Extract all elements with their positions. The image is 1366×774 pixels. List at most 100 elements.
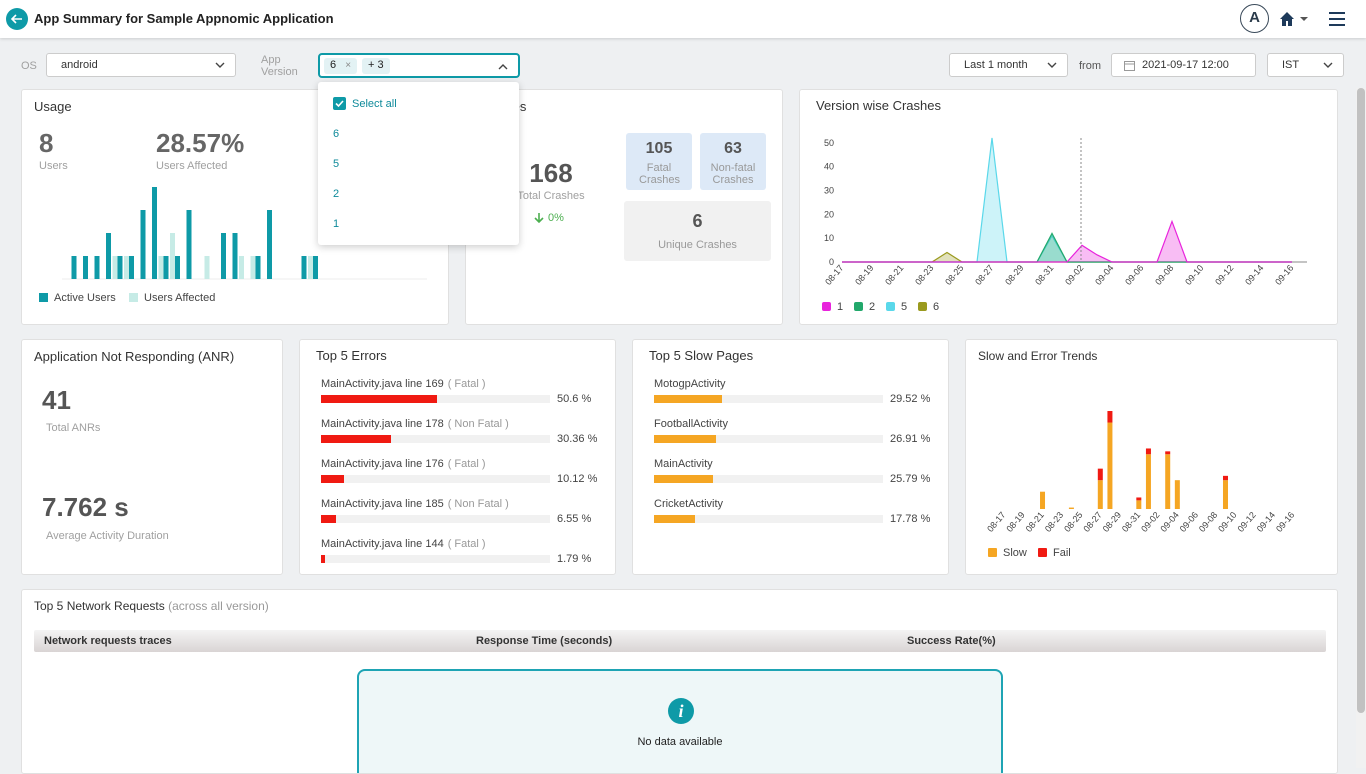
value-label: 10.12 %: [557, 473, 598, 485]
os-value: android: [61, 59, 98, 71]
item-name: CricketActivity: [654, 498, 724, 510]
network-card: Top 5 Network Requests (across all versi…: [21, 589, 1338, 774]
item-name: MotogpActivity: [654, 378, 726, 390]
bar: [267, 210, 272, 279]
bar: [140, 210, 146, 279]
home-menu[interactable]: [1278, 10, 1312, 28]
legend-swatch: [854, 302, 863, 311]
users-count: 8: [39, 128, 54, 158]
timezone-select[interactable]: IST: [1267, 53, 1344, 77]
timezone-value: IST: [1282, 59, 1300, 71]
bar: [313, 256, 318, 279]
item-name: MainActivity.java line 176: [321, 458, 444, 470]
x-tick-label: 09-12: [1235, 510, 1257, 534]
column-header: Success Rate(%): [907, 635, 996, 647]
x-tick-label: 08-31: [1120, 510, 1142, 534]
legend-label: 6: [933, 301, 939, 313]
bar-segment: [1222, 480, 1228, 509]
item-tag: ( Fatal ): [447, 538, 486, 550]
value-label: 26.91 %: [890, 433, 931, 445]
bar: [239, 256, 244, 279]
item-tag: ( Fatal ): [447, 378, 486, 390]
y-tick-label: 40: [824, 162, 834, 172]
bar: [255, 256, 261, 279]
fatal-count: 105: [645, 140, 673, 157]
scrollbar-thumb[interactable]: [1357, 88, 1365, 713]
bar: [163, 256, 169, 279]
legend-label: Fail: [1053, 547, 1071, 559]
os-select[interactable]: android: [46, 53, 236, 77]
item-tag: ( Fatal ): [447, 458, 486, 470]
bar-segment: [1040, 491, 1046, 509]
checkbox[interactable]: [333, 97, 346, 110]
legend-swatch: [822, 302, 831, 311]
table-header: Network requests traces Response Time (s…: [34, 630, 1326, 652]
area-line: [842, 232, 1292, 263]
bar: [654, 515, 695, 523]
title-sub: (across all version): [168, 599, 269, 613]
range-select[interactable]: Last 1 month: [949, 53, 1068, 77]
bar: [94, 256, 100, 279]
version-label: App Version: [261, 54, 298, 78]
bar-segment: [1107, 422, 1113, 509]
empty-box: i No data available: [357, 669, 1003, 773]
x-tick-label: 08-17: [985, 510, 1007, 534]
chip-remove[interactable]: ×: [345, 60, 352, 71]
version-chip[interactable]: 6 ×: [324, 58, 358, 74]
calendar-icon: [1124, 61, 1135, 71]
select-all[interactable]: Select all: [352, 98, 397, 110]
item-label: MainActivity: [654, 458, 713, 470]
y-tick-label: 30: [824, 185, 834, 195]
version-option[interactable]: 1: [333, 218, 340, 230]
page-title: App Summary for Sample Appnomic Applicat…: [34, 11, 334, 26]
avatar[interactable]: A: [1240, 4, 1269, 33]
x-tick-label: 09-04: [1093, 263, 1115, 287]
scrollbar-track: [1356, 88, 1366, 768]
bar: [654, 395, 722, 403]
bar: [250, 256, 256, 279]
area-fill: [842, 233, 1292, 262]
hamburger-menu[interactable]: [1328, 11, 1346, 27]
bar-segment: [1097, 468, 1103, 481]
date-input[interactable]: 2021-09-17 12:00: [1111, 53, 1256, 77]
item-label: MainActivity.java line 169( Fatal ): [321, 378, 486, 390]
column-header: Network requests traces: [44, 635, 172, 647]
x-tick-label: 09-10: [1183, 263, 1205, 287]
version-option[interactable]: 5: [333, 158, 340, 170]
x-tick-label: 09-08: [1197, 510, 1219, 534]
x-tick-label: 08-23: [1043, 510, 1065, 534]
chevron: [215, 62, 225, 68]
value-label: 6.55 %: [557, 513, 592, 525]
affected-percent: 28.57%: [156, 128, 245, 158]
back-button[interactable]: [5, 7, 29, 31]
usage-chart: Active Users Users Affected: [39, 187, 427, 304]
bar-segment: [1165, 451, 1171, 455]
bar: [186, 210, 192, 279]
bar: [321, 555, 326, 563]
item-label: MainActivity.java line 178( Non Fatal ): [321, 418, 509, 430]
bar-track: [321, 515, 550, 523]
legend-label: 1: [837, 301, 843, 313]
bar: [321, 475, 345, 483]
x-tick-label: 08-25: [943, 263, 965, 287]
card-title: Version wise Crashes: [816, 98, 941, 113]
slow-pages-card: Top 5 Slow Pages MotogpActivity 29.52 % Fo…: [632, 339, 949, 575]
x-tick-label: 08-17: [823, 263, 845, 287]
x-tick-label: 09-14: [1255, 510, 1277, 534]
version-option[interactable]: 2: [333, 188, 340, 200]
bar-segment: [1174, 480, 1180, 509]
x-tick-label: 08-29: [1003, 263, 1025, 287]
legend-label: 2: [869, 301, 875, 313]
area-fill: [842, 252, 1292, 262]
trends-chart: 08-1708-1908-2108-2308-2508-2708-2908-31…: [985, 411, 1296, 559]
version-select[interactable]: 6 × + 3: [318, 53, 520, 78]
version-option[interactable]: 6: [333, 128, 340, 140]
bar-segment: [1097, 480, 1103, 509]
affected-label: Users Affected: [156, 160, 228, 172]
unique-label: Unique Crashes: [658, 239, 737, 251]
item-label: MainActivity.java line 185( Non Fatal ): [321, 498, 509, 510]
more-chip: + 3: [362, 58, 390, 74]
bar-segment: [1165, 454, 1171, 509]
legend-label: Active Users: [54, 292, 116, 304]
x-tick-label: 08-27: [1081, 510, 1103, 534]
